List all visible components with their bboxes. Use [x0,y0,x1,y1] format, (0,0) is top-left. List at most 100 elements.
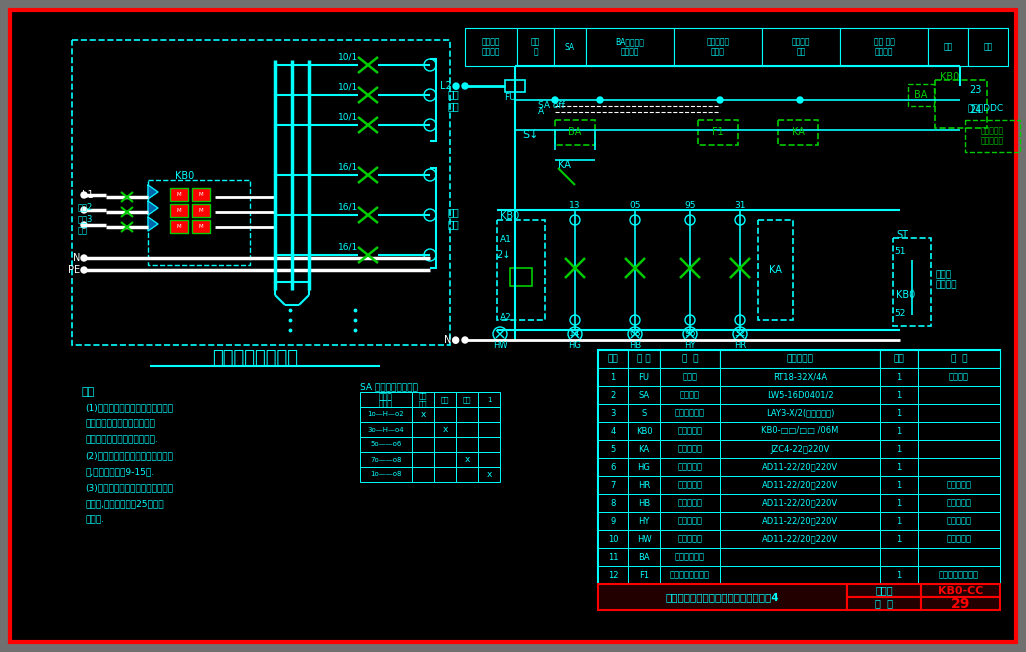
Text: 接切放联刻: 接切放联刻 [947,535,972,544]
Bar [478,452,500,467]
Bar [674,28,762,66]
Text: 自控常开触点: 自控常开触点 [675,552,705,561]
Text: AD11-22/20～220V: AD11-22/20～220V [762,462,838,471]
Circle shape [81,192,87,198]
Bar [660,458,720,476]
Bar [412,422,434,437]
Bar [170,204,188,217]
Text: AD11-22/20～220V: AD11-22/20～220V [762,481,838,490]
Text: 停止 联动
按钮自控: 停止 联动 按钮自控 [873,37,895,57]
Bar [412,407,434,422]
Bar [880,368,918,386]
Bar [720,404,880,422]
Text: 1o——o8: 1o——o8 [370,471,402,477]
Bar [918,422,1000,440]
Bar [412,467,434,482]
Polygon shape [148,185,158,199]
Circle shape [685,315,695,325]
Bar [918,548,1000,566]
Bar [762,28,840,66]
Circle shape [683,327,697,341]
Bar [598,494,628,512]
Text: x: x [486,470,491,479]
Bar [412,437,434,452]
Bar [360,467,412,482]
Text: KB0: KB0 [940,72,959,82]
Bar [360,422,412,437]
Text: 电源时,详见本图集第25页控制: 电源时,详见本图集第25页控制 [85,499,163,509]
Text: 11: 11 [607,552,619,561]
Text: 距离控制消防时联动切断电源.: 距离控制消防时联动切断电源. [85,436,158,445]
Text: 31: 31 [735,201,746,211]
Text: L1: L1 [82,190,93,200]
Text: 消防联动常开触点: 消防联动常开触点 [670,570,710,580]
Bar [598,566,628,584]
Text: 插座
出线: 插座 出线 [448,207,460,229]
Text: 红色信号灯: 红色信号灯 [677,481,703,490]
Text: 10/1: 10/1 [338,53,358,61]
Text: HW: HW [492,342,507,351]
Circle shape [735,315,745,325]
Text: FU: FU [638,372,649,381]
Text: BA: BA [638,552,649,561]
Text: PE: PE [68,265,80,275]
Bar [628,350,660,368]
Bar [598,548,628,566]
Bar [628,512,660,530]
Bar [918,458,1000,476]
Text: LW5-16D0401/2: LW5-16D0401/2 [766,391,833,400]
Bar [918,530,1000,548]
Bar [505,80,525,92]
Bar [478,392,500,407]
Bar [880,440,918,458]
Text: 白色信号灯: 白色信号灯 [677,535,703,544]
Text: 12: 12 [607,570,619,580]
Bar [893,238,931,326]
Text: 05: 05 [629,201,641,211]
Bar [840,28,928,66]
Bar [170,220,188,233]
Text: 黄色信号灯: 黄色信号灯 [677,516,703,526]
Bar [478,422,500,437]
Bar [928,28,968,66]
Bar [880,350,918,368]
Bar [412,452,434,467]
Bar [908,84,934,106]
Text: HG: HG [637,462,650,471]
Text: x: x [465,455,470,464]
Text: 10/1: 10/1 [338,83,358,91]
Bar [880,548,918,566]
Bar [598,458,628,476]
Text: 1: 1 [897,409,902,417]
Bar [434,392,456,407]
Bar [598,512,628,530]
Bar [598,584,847,610]
Bar [628,530,660,548]
Circle shape [424,119,436,131]
Text: AD11-22/20～220V: AD11-22/20～220V [762,516,838,526]
Text: 10/1: 10/1 [338,113,358,121]
Text: 电源3: 电源3 [78,215,93,224]
Bar [918,512,1000,530]
Text: M: M [176,207,182,213]
Text: (3)当照明回路不需要消防联动切断: (3)当照明回路不需要消防联动切断 [85,484,173,492]
Circle shape [424,89,436,101]
Circle shape [630,315,640,325]
Text: HR: HR [638,481,650,490]
Bar [598,530,628,548]
Text: 51: 51 [895,248,906,256]
Bar [660,350,720,368]
Text: KB0: KB0 [500,211,519,221]
Bar [920,597,1000,610]
Text: 图集号: 图集号 [875,585,893,595]
Text: 照明配电箱系统图: 照明配电箱系统图 [212,349,298,367]
Text: (2)控制保护器的选型由工程设计决: (2)控制保护器的选型由工程设计决 [85,451,172,460]
Bar [880,476,918,494]
Bar [847,597,920,610]
Circle shape [630,215,640,225]
Bar [628,386,660,404]
Text: 熔断
器: 熔断 器 [530,37,540,57]
Bar [660,386,720,404]
Bar [170,188,188,201]
Bar [660,404,720,422]
